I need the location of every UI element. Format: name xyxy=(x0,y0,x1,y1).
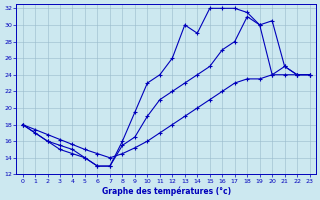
X-axis label: Graphe des températures (°c): Graphe des températures (°c) xyxy=(101,186,231,196)
